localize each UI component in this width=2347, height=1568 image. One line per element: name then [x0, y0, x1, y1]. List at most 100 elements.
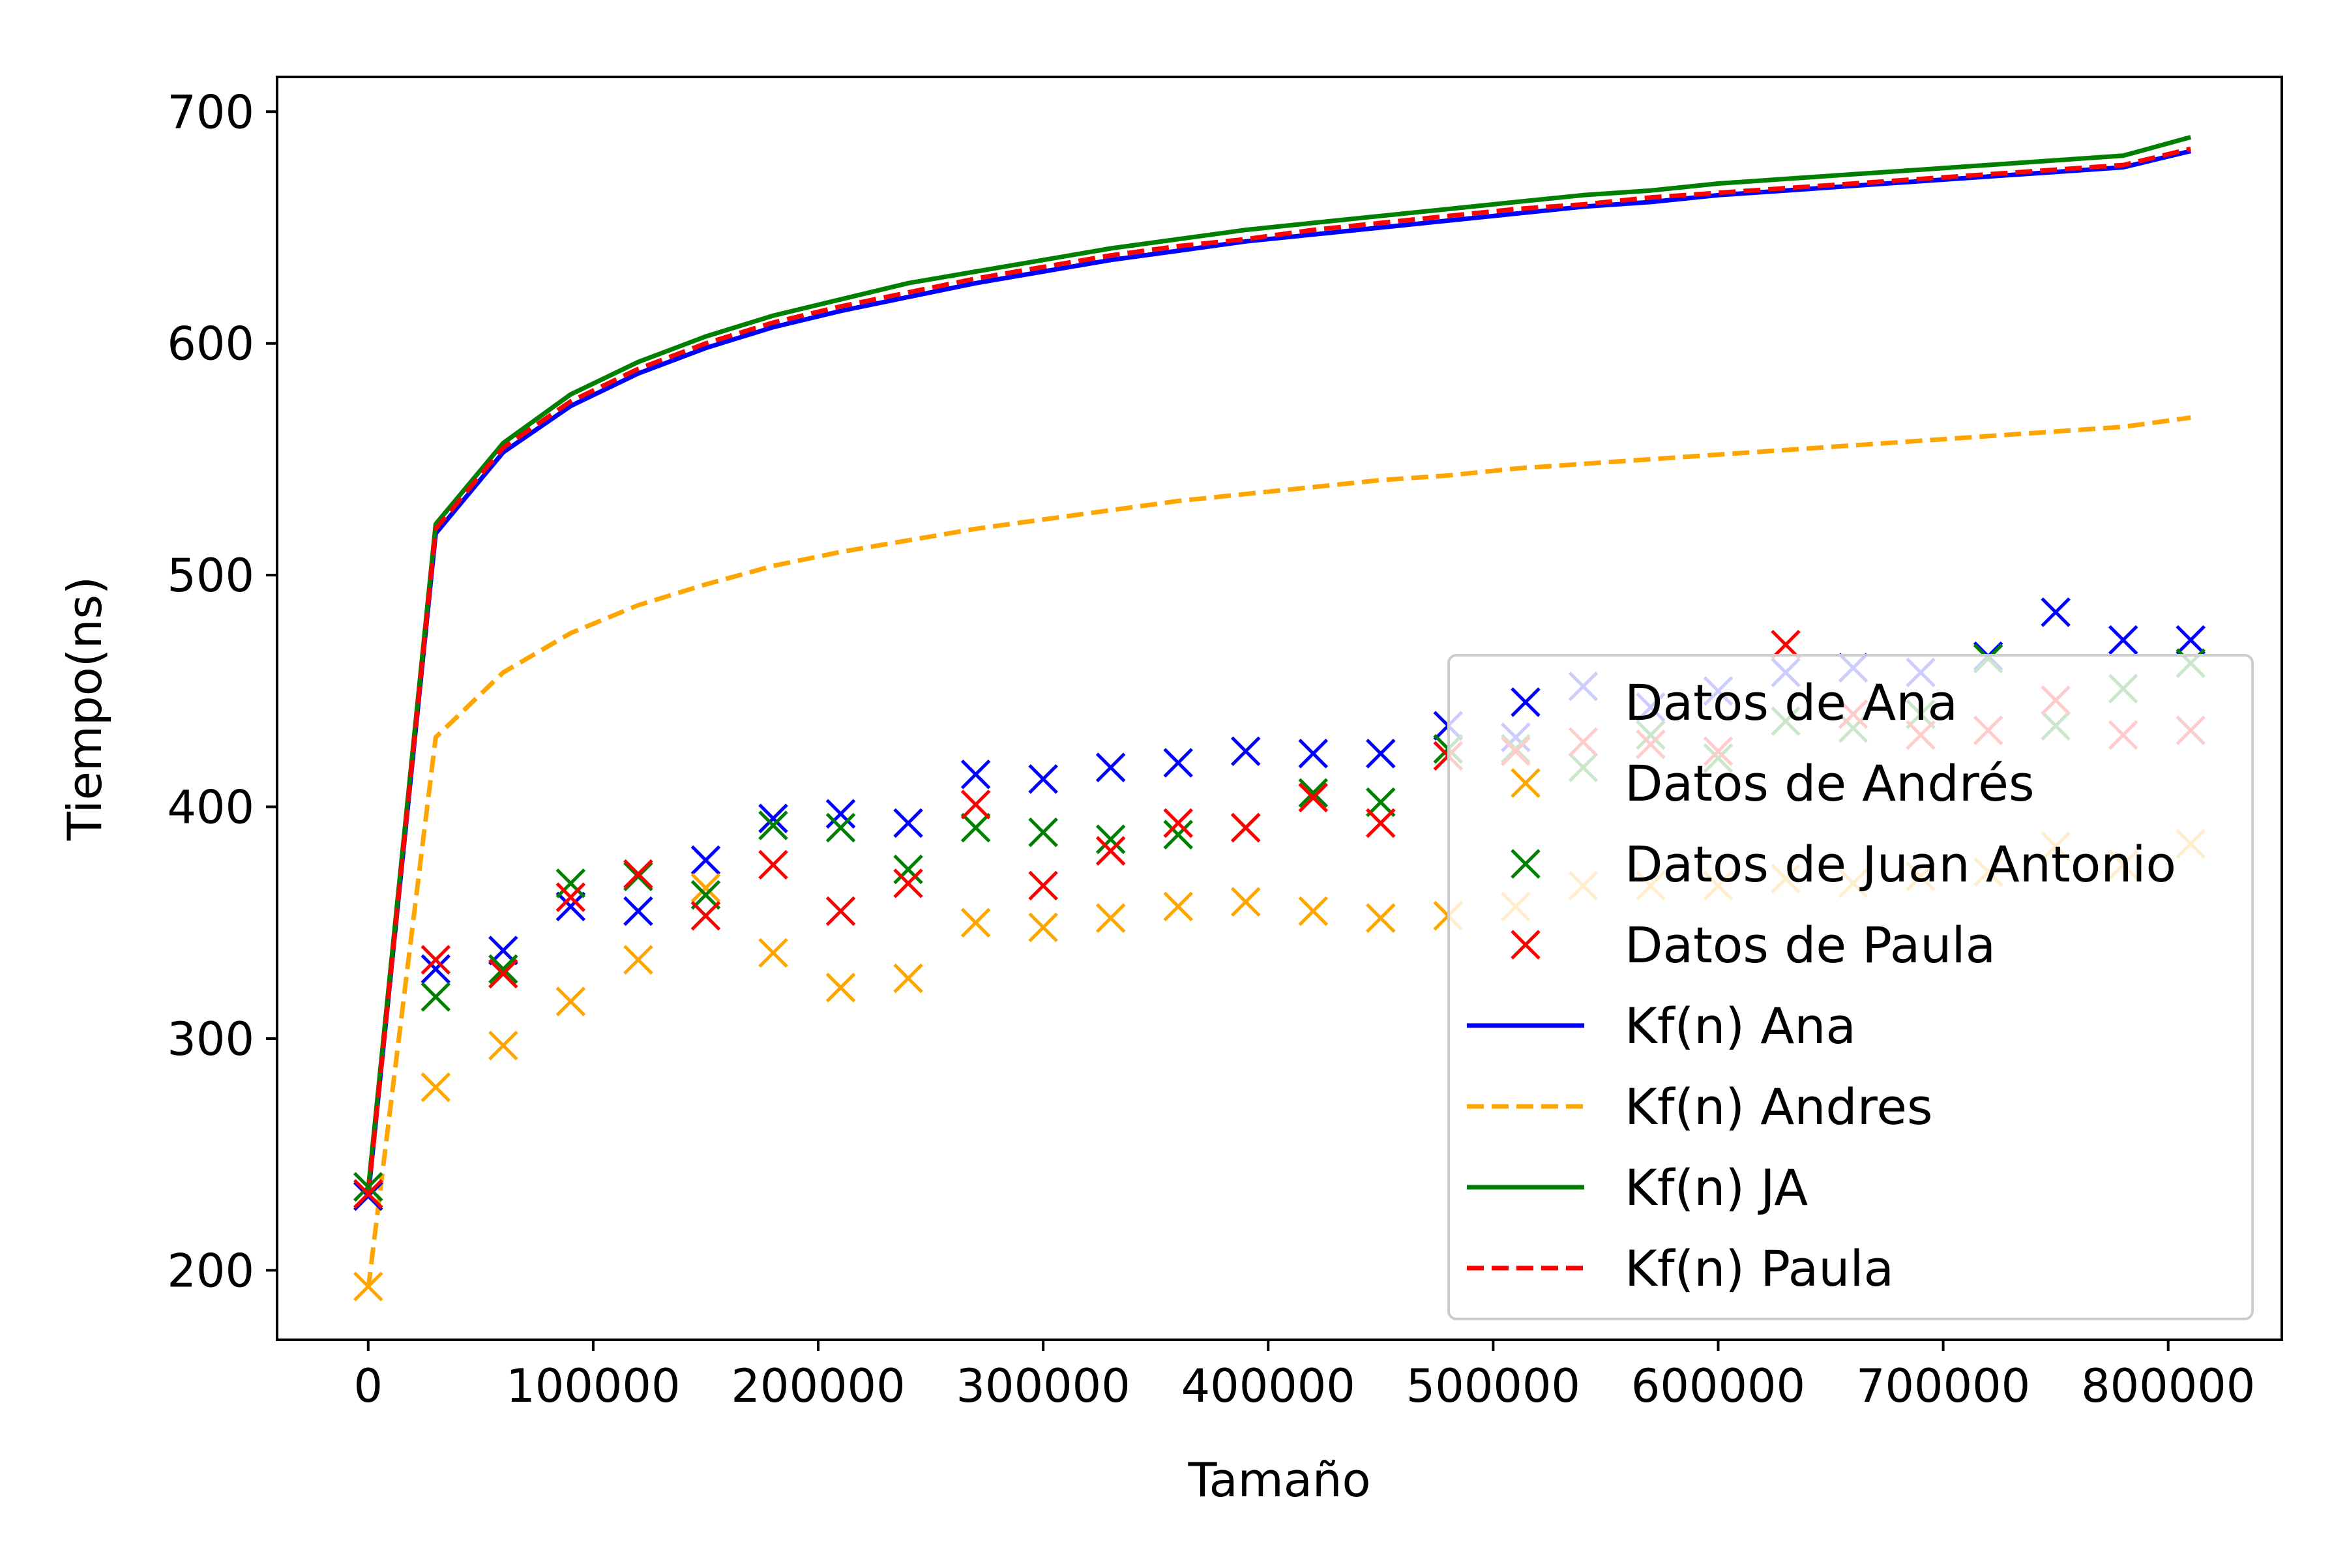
data-point — [1095, 824, 1126, 855]
data-point — [1298, 782, 1329, 813]
legend-marker — [1511, 768, 1541, 798]
data-point — [421, 982, 451, 1012]
data-point — [1095, 903, 1126, 933]
data-point — [758, 803, 788, 834]
data-point — [893, 963, 923, 994]
data-point — [623, 859, 653, 889]
x-tick-label: 700000 — [1856, 1359, 2030, 1413]
data-point — [960, 760, 991, 790]
data-point — [623, 861, 653, 891]
data-point — [1230, 736, 1261, 767]
legend-entry-datos-de-paula: Datos de Paula — [1511, 916, 1996, 974]
legend: Datos de Ana Datos de Andrés Datos de Juan… — [1447, 654, 2254, 1320]
legend-entry-kf-n-ja: Kf(n) JA — [1467, 1159, 1808, 1217]
data-point — [825, 812, 856, 843]
legend-entry-kf-n-ana: Kf(n) Ana — [1467, 997, 1856, 1055]
legend-label: Kf(n) Ana — [1625, 997, 1856, 1055]
y-tick-label: 200 — [167, 1244, 254, 1297]
legend-marker — [1511, 849, 1541, 879]
data-point — [758, 810, 788, 840]
data-point — [1095, 836, 1126, 866]
line-kf-n-andres — [366, 415, 2191, 1290]
data-point — [893, 808, 923, 838]
data-point — [960, 812, 991, 843]
legend-entry-datos-de-ana: Datos de Ana — [1511, 673, 1958, 732]
legend-entry-kf-n-andres: Kf(n) Andres — [1467, 1078, 1933, 1136]
legend-label: Kf(n) JA — [1625, 1159, 1808, 1217]
y-tick-label: 400 — [167, 781, 254, 835]
y-tick-label: 600 — [167, 318, 254, 371]
data-point — [1028, 764, 1058, 794]
data-point — [2176, 625, 2206, 655]
data-point — [488, 1030, 518, 1061]
data-point — [1163, 891, 1193, 922]
data-point — [2041, 597, 2071, 627]
line-kf-n-ja — [366, 135, 2192, 1190]
legend-label: Datos de Ana — [1625, 673, 1958, 732]
y-tick-label: 700 — [167, 85, 254, 139]
x-tick-label: 100000 — [506, 1359, 680, 1413]
data-point — [488, 958, 518, 989]
data-point — [421, 1072, 451, 1102]
data-point — [960, 790, 991, 820]
data-point — [1366, 787, 1396, 818]
x-tick-label: 600000 — [1631, 1359, 1805, 1413]
data-point — [893, 854, 923, 885]
y-axis-label: Tiempo(ns) — [57, 576, 112, 841]
data-point — [421, 954, 451, 984]
data-point — [1163, 820, 1193, 850]
legend-entry-datos-de-andres: Datos de Andrés — [1511, 754, 2035, 812]
y-tick-label: 300 — [167, 1013, 254, 1066]
data-point — [825, 896, 856, 926]
y-axis-ticks: 200 300 400 500 600 700 — [167, 85, 277, 1297]
legend-entry-kf-n-paula: Kf(n) Paula — [1467, 1239, 1894, 1297]
legend-label: Kf(n) Paula — [1625, 1239, 1894, 1297]
data-point — [1366, 808, 1396, 838]
x-tick-label: 500000 — [1406, 1359, 1580, 1413]
data-point — [1298, 896, 1329, 926]
data-point — [960, 908, 991, 938]
x-tick-label: 400000 — [1181, 1359, 1355, 1413]
data-point — [1028, 912, 1058, 943]
legend-entry-datos-de-juan-antonio: Datos de Juan Antonio — [1511, 835, 2176, 893]
data-point — [353, 1181, 383, 1211]
data-point — [353, 1179, 383, 1209]
data-point — [1163, 808, 1193, 838]
data-point — [690, 900, 721, 931]
x-tick-label: 300000 — [956, 1359, 1130, 1413]
data-point — [1028, 817, 1058, 848]
data-point — [825, 799, 856, 829]
x-axis-label: Tamaño — [1187, 1453, 1370, 1507]
data-point — [2108, 625, 2138, 655]
line-kf-n-paula — [366, 146, 2192, 1196]
data-point — [1366, 903, 1396, 933]
legend-label: Datos de Andrés — [1625, 754, 2035, 812]
data-point — [1366, 739, 1396, 769]
data-point — [825, 973, 856, 1003]
data-point — [421, 945, 451, 975]
legend-marker — [1511, 687, 1541, 717]
legend-label: Datos de Paula — [1625, 916, 1996, 974]
legend-box — [1447, 654, 2254, 1320]
data-point — [353, 1172, 383, 1202]
data-point — [1771, 629, 1801, 660]
data-point — [555, 986, 586, 1016]
x-tick-label: 0 — [353, 1359, 383, 1413]
data-point — [1298, 778, 1329, 808]
plot-frame — [276, 76, 2283, 1341]
y-tick-label: 500 — [167, 549, 254, 602]
data-point — [1028, 870, 1058, 901]
data-point — [555, 891, 586, 922]
line-series-group — [366, 135, 2192, 1290]
data-point — [690, 845, 721, 876]
x-tick-label: 200000 — [731, 1359, 905, 1413]
data-point — [555, 882, 586, 912]
data-point — [1230, 887, 1261, 917]
data-point — [758, 850, 788, 880]
data-point — [1230, 812, 1261, 843]
data-point — [758, 938, 788, 968]
line-kf-n-ana — [366, 149, 2192, 1196]
data-point — [488, 954, 518, 984]
